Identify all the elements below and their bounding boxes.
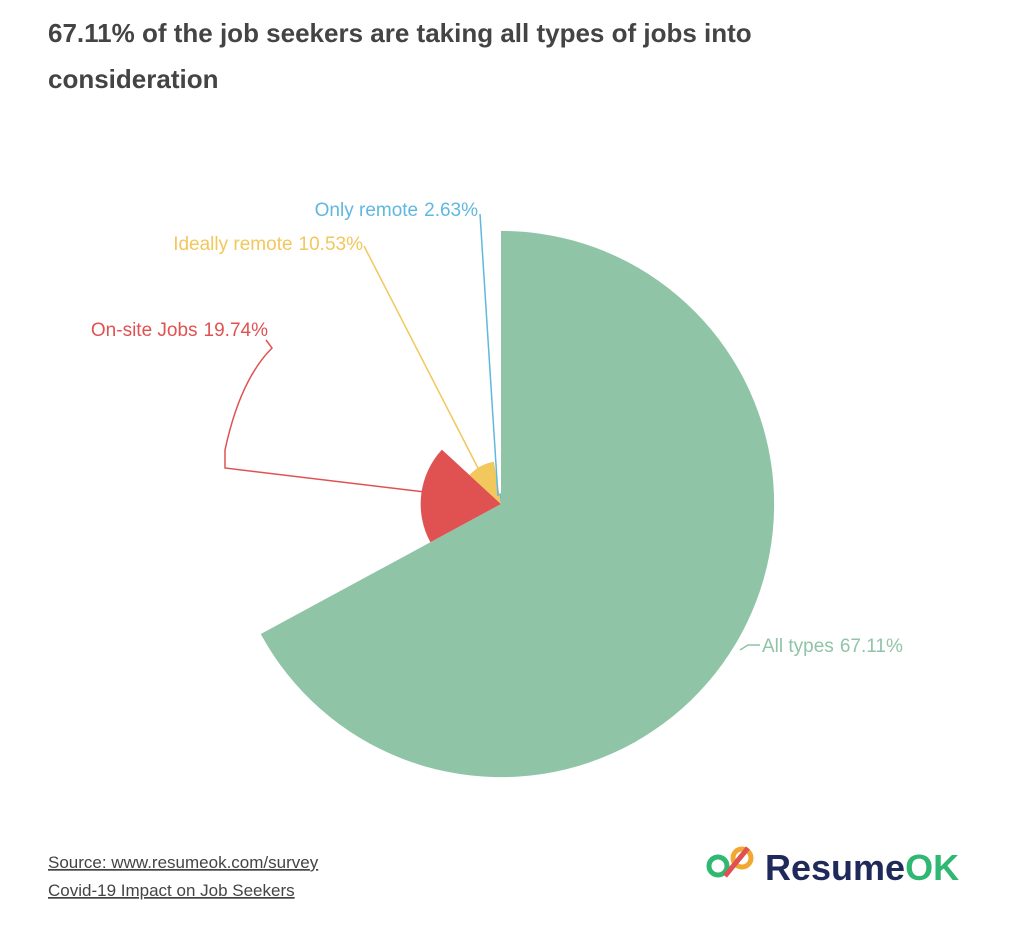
leader-line — [363, 245, 481, 473]
data-label: All types 67.11% — [762, 636, 903, 657]
chart-title: 67.11% of the job seekers are taking all… — [48, 18, 752, 94]
wedges — [260, 230, 775, 778]
wedge — [469, 461, 501, 504]
data-label: Only remote 2.63% — [315, 200, 478, 221]
source: Source: www.resumeok.com/survey — [48, 853, 319, 872]
leader-line — [224, 339, 426, 493]
logo-icon — [706, 846, 754, 878]
data-label: Ideally remote 10.53% — [173, 234, 363, 255]
leader-line — [479, 213, 499, 497]
data-label: On-site Jobs 19.74% — [91, 320, 268, 341]
wedge — [260, 230, 775, 778]
leader-line — [739, 644, 760, 651]
subtitle: Covid-19 Impact on Job Seekers — [48, 881, 295, 900]
wedge — [499, 493, 501, 504]
wedge — [420, 449, 501, 543]
logo: ResumeOK — [765, 847, 959, 888]
labels: All types 67.11% On-site Jobs 19.74% Ideally… — [91, 200, 903, 657]
